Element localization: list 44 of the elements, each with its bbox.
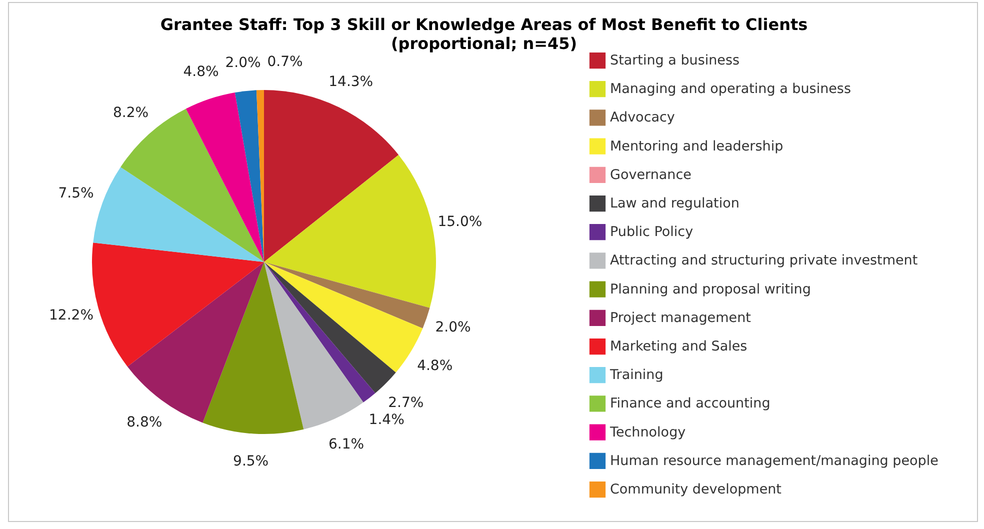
- pie-slice: [93, 167, 264, 262]
- legend-label: Planning and proposal writing: [610, 281, 811, 298]
- legend-label: Attracting and structuring private investment: [610, 252, 918, 269]
- legend-label: Technology: [609, 424, 686, 440]
- data-label: 15.0%: [438, 214, 482, 230]
- data-label: 4.8%: [417, 358, 453, 374]
- chart-title: Grantee Staff: Top 3 Skill or Knowledge Areas of Most Benefit to Clients: [160, 15, 808, 34]
- pie-slice: [264, 262, 376, 402]
- legend-label: Finance and accounting: [610, 396, 770, 412]
- data-label: 9.5%: [233, 454, 269, 470]
- data-label: 8.2%: [113, 104, 149, 121]
- legend-label: Human resource management/managing people: [610, 452, 938, 469]
- pie-slice: [234, 90, 264, 262]
- data-label: 8.8%: [126, 414, 162, 430]
- pie-slice: [202, 262, 304, 434]
- legend-label: Mentoring and leadership: [610, 138, 784, 154]
- pie-slice: [264, 262, 430, 328]
- legend-label: Managing and operating a business: [610, 81, 851, 98]
- legend-label: Marketing and Sales: [610, 338, 748, 354]
- legend-label: Advocacy: [610, 110, 675, 126]
- pie-slice: [92, 242, 264, 367]
- data-label: 1.4%: [368, 412, 404, 428]
- pie-slice: [264, 262, 364, 430]
- legend-label: Governance: [610, 166, 692, 183]
- data-label: 12.2%: [49, 307, 94, 324]
- legend-label: Community development: [610, 482, 782, 498]
- data-label: 14.3%: [328, 74, 374, 90]
- data-label: 4.8%: [183, 64, 219, 80]
- data-label: 6.1%: [328, 436, 364, 452]
- legend-label: Public Policy: [610, 224, 694, 240]
- data-label: 2.0%: [435, 319, 471, 336]
- chart-subtitle: (proportional; n=45): [390, 34, 578, 53]
- legend-label: Law and regulation: [610, 196, 740, 212]
- data-label: 2.7%: [388, 394, 424, 411]
- data-label: 2.0%: [225, 55, 261, 72]
- data-label: 0.7%: [267, 54, 303, 70]
- legend-label: Project management: [610, 310, 751, 326]
- pie-slice: [186, 92, 264, 262]
- pie-slice: [264, 262, 396, 394]
- pie-slice: [264, 154, 436, 308]
- pie-slice: [264, 90, 399, 262]
- legend-label: Training: [609, 367, 664, 384]
- data-label: 7.5%: [58, 186, 94, 202]
- legend-label: Starting a business: [610, 52, 740, 68]
